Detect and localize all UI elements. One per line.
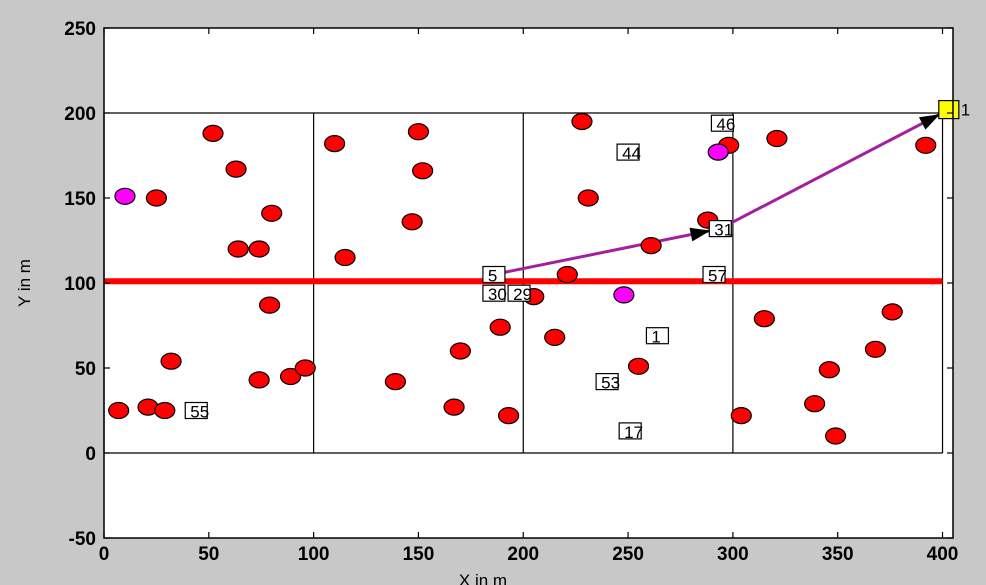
x-axis-label: X in m [459,571,507,585]
x-tick-label: 200 [507,544,539,565]
sensor-node [753,310,775,328]
sensor-node [248,240,270,258]
special-node [707,143,729,161]
sensor-node [108,401,130,420]
y-axis-label: Y in m [15,259,34,307]
x-tick-label: 400 [927,544,959,565]
cluster-head-marker [616,143,640,161]
sensor-node [449,342,471,360]
path-arrowhead [689,227,711,242]
sensor-node [279,367,302,386]
cluster-head-marker [482,284,506,302]
sensor-node [401,213,423,231]
cluster-head-label: 55 [190,403,209,422]
cluster-head-marker [507,284,531,302]
sensor-node [154,401,176,420]
sensor-node [627,357,650,375]
x-tick-label: 0 [99,544,110,565]
sensor-node [145,189,168,207]
sensor-node [766,129,788,148]
sensor-node [225,160,247,178]
sensor-node [577,189,599,207]
special-node [613,286,635,304]
cluster-head-marker [595,373,619,391]
cluster-head-label: 53 [601,374,620,393]
sensor-node [323,135,346,153]
cluster-head-marker [710,114,735,132]
cluster-head-label: 44 [622,144,641,163]
cluster-head-label: 57 [708,267,727,286]
cluster-head-label: 29 [513,285,532,304]
cluster-head-label: 5 [488,267,497,286]
cluster-head-label: 17 [624,423,643,442]
sensor-node [202,124,224,142]
sensor-node [881,303,903,321]
cluster-head-marker [184,401,208,420]
path-segment [493,227,721,276]
y-tick-label: 100 [64,274,96,295]
y-tick-label: 250 [64,19,96,40]
sensor-node [571,112,593,131]
sensor-node [160,352,182,370]
sensor-node [248,371,270,389]
sensor-node [825,427,847,445]
cluster-head-marker [702,265,726,284]
sensor-node [334,248,356,267]
cluster-head-label: 30 [488,285,507,304]
cluster-head-marker [618,422,642,440]
x-tick-label: 300 [717,544,749,565]
x-tick-label: 100 [298,544,330,565]
y-tick-label: 200 [64,104,96,125]
sensor-node [407,123,430,141]
sink-marker [938,99,960,120]
sensor-node [818,361,840,379]
path-segment [719,108,950,230]
sensor-node [804,395,826,413]
sensor-node [864,340,887,358]
routing-path [493,108,950,276]
sensor-node [497,407,520,425]
y-tick-label: 50 [75,359,96,380]
sensor-node [556,265,578,284]
axes: 0 50 100 150 200 250 300 350 400-500501001502002… [64,19,958,565]
sensor-node [443,398,465,416]
cluster-head-marker [482,265,506,284]
sensor-node [412,162,434,180]
x-tick-label: 250 [612,544,644,565]
x-tick-label: 350 [822,544,854,565]
sink-label: 1 [961,101,970,120]
path-arrowhead [918,114,940,130]
sensor-node [259,296,281,314]
sensor-node [489,318,511,336]
x-tick-label: 50 [198,544,219,565]
sensor-node [384,373,406,391]
x-tick-label: 150 [403,544,435,565]
cluster-head-marker [708,220,732,238]
y-tick-label: 0 [85,444,96,465]
sensor-node [730,407,752,425]
special-node [114,187,136,205]
cluster-head-label: 31 [714,221,733,240]
cluster-head-label: 46 [716,115,735,134]
y-tick-label: -50 [69,529,96,550]
sensor-node [640,237,662,255]
y-tick-label: 150 [64,189,96,210]
sensor-node [915,136,937,154]
sensor-node [261,204,283,222]
sensor-node [227,240,249,258]
sensor-node [294,359,316,377]
cluster-head-label: 1 [651,328,660,347]
cluster-head-marker [645,327,670,345]
sensor-nodes [108,112,937,445]
sensor-node [544,328,566,346]
